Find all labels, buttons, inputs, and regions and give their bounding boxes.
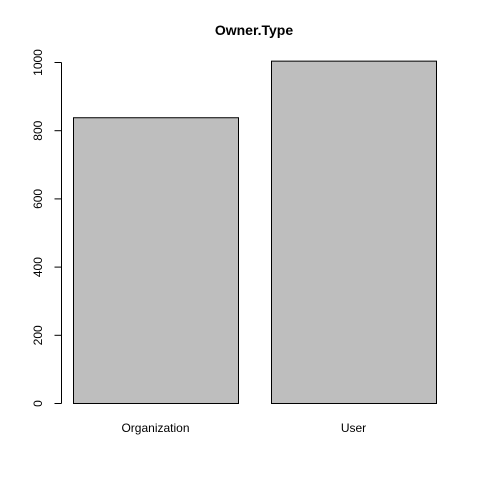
bar-user bbox=[271, 60, 437, 405]
bars-layer bbox=[73, 60, 437, 405]
x-tick-label-user: User bbox=[341, 421, 366, 435]
y-tick-label: 400 bbox=[31, 257, 45, 277]
y-tick-label: 200 bbox=[31, 325, 45, 345]
y-axis: 0 200 400 600 800 1000 bbox=[31, 49, 62, 407]
x-tick-label-organization: Organization bbox=[121, 421, 189, 435]
y-tick-label: 600 bbox=[31, 189, 45, 209]
y-tick-label: 1000 bbox=[31, 49, 45, 76]
bar-organization bbox=[73, 117, 239, 404]
chart-title: Owner.Type bbox=[215, 22, 294, 38]
x-axis-labels: Organization User bbox=[121, 421, 366, 435]
y-tick-label: 800 bbox=[31, 120, 45, 140]
y-tick-label: 0 bbox=[31, 400, 45, 407]
